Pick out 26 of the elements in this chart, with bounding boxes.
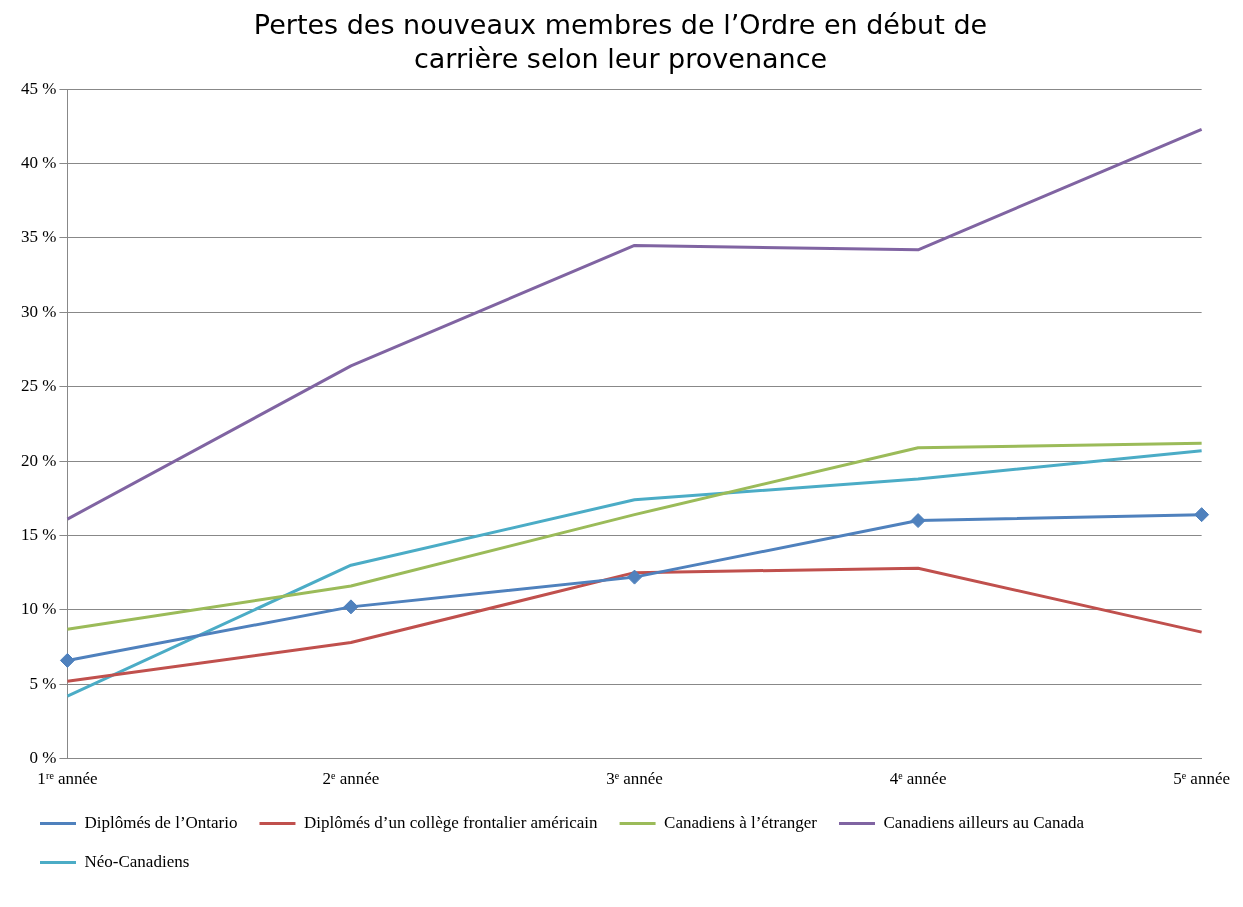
legend-label: Canadiens à l’étranger xyxy=(664,812,818,832)
chart-title: Pertes des nouveaux membres de l’Ordre en début de carrière selon leur provenance xyxy=(252,8,989,76)
point xyxy=(1194,507,1210,523)
y-tick-label: 15 % xyxy=(20,524,57,544)
x-tick-label: 1ʳᵉ année xyxy=(37,769,98,789)
y-tick-label: 0 % xyxy=(29,748,57,768)
point xyxy=(627,569,643,585)
point xyxy=(910,513,926,529)
legend-label: Canadiens ailleurs au Canada xyxy=(883,812,1085,832)
legend-label: Néo-Canadiens xyxy=(84,851,190,871)
y-tick-label: 40 % xyxy=(20,153,57,173)
point xyxy=(343,599,359,615)
y-tick-label: 20 % xyxy=(20,450,57,470)
y-tick-label: 45 % xyxy=(20,78,57,98)
y-tick-label: 10 % xyxy=(20,599,57,619)
y-tick-label: 5 % xyxy=(29,673,57,693)
y-tick-label: 35 % xyxy=(20,227,57,247)
legend-label: Diplômés d’un collège frontalier américain xyxy=(303,812,599,832)
x-tick-label: 4ᵉ année xyxy=(889,769,947,789)
x-tick-label: 5ᵉ année xyxy=(1173,769,1230,789)
x-tick-label: 2ᵉ année xyxy=(322,769,380,789)
legend-label: Diplômés de l’Ontario xyxy=(84,812,238,832)
point xyxy=(59,652,75,668)
x-tick-label: 3ᵉ année xyxy=(606,769,663,789)
y-tick-label: 30 % xyxy=(20,301,57,321)
y-tick-label: 25 % xyxy=(20,376,57,396)
